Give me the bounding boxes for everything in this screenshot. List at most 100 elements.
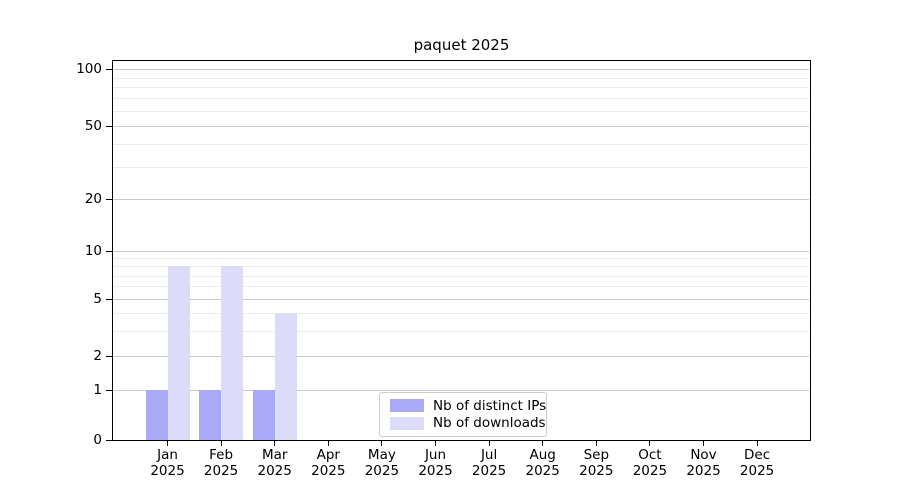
chart-title: paquet 2025 (413, 36, 510, 54)
y-gridline-minor (113, 77, 809, 79)
y-gridline-minor (113, 258, 809, 260)
y-gridline-major (113, 299, 809, 300)
x-tick-label: Oct 2025 (620, 447, 680, 479)
x-tick-year: 2025 (150, 463, 185, 479)
x-tick-month: Jul (480, 447, 498, 463)
y-tick-mark (106, 298, 113, 300)
x-tick-label: May 2025 (352, 447, 412, 479)
y-tick-label: 5 (93, 291, 102, 307)
legend-swatch-distinct-ips (390, 399, 424, 413)
y-tick-label: 2 (93, 348, 102, 364)
x-tick-year: 2025 (579, 463, 614, 479)
y-gridline-minor (113, 312, 809, 314)
x-tick-mark (488, 441, 490, 446)
x-tick-year: 2025 (686, 463, 721, 479)
x-tick-year: 2025 (471, 463, 507, 479)
y-tick-label: 100 (76, 61, 102, 77)
x-tick-month: Aug (529, 447, 556, 463)
bar-downloads (274, 312, 297, 440)
y-gridline-major (113, 356, 809, 357)
y-tick-label: 1 (93, 382, 102, 398)
legend-swatch-downloads (390, 416, 424, 430)
y-tick-label: 20 (84, 191, 102, 207)
y-tick-mark (106, 125, 113, 127)
y-gridline-minor (113, 166, 809, 168)
x-tick-year: 2025 (364, 463, 400, 479)
y-gridline-minor (113, 275, 809, 277)
x-tick-year: 2025 (739, 463, 775, 479)
bar-downloads (167, 266, 190, 440)
x-tick-label: Mar 2025 (245, 447, 305, 479)
x-tick-mark (435, 441, 436, 446)
y-gridline-minor (113, 330, 809, 332)
legend-item-distinct-ips: Nb of distinct IPs (390, 398, 546, 414)
y-gridline-minor (113, 111, 809, 112)
legend: Nb of distinct IPs Nb of downloads (379, 392, 547, 437)
y-gridline-minor (113, 286, 809, 288)
y-gridline-major (113, 126, 809, 127)
x-tick-mark (595, 441, 597, 446)
y-tick-mark (106, 355, 113, 357)
x-tick-mark (167, 441, 168, 446)
legend-item-downloads: Nb of downloads (390, 415, 546, 431)
x-tick-year: 2025 (311, 463, 346, 479)
legend-label-distinct-ips: Nb of distinct IPs (433, 397, 547, 414)
bar-downloads (221, 266, 244, 440)
x-tick-year: 2025 (632, 463, 668, 479)
y-tick-label: 10 (84, 243, 102, 259)
x-tick-month: Sep (583, 447, 610, 463)
x-tick-label: Jan 2025 (138, 447, 198, 479)
y-gridline-major (113, 251, 809, 252)
y-gridline-major (113, 69, 809, 70)
x-tick-month: Feb (209, 447, 234, 463)
x-tick-year: 2025 (418, 463, 453, 479)
x-tick-mark (327, 441, 329, 446)
x-tick-mark (381, 441, 383, 446)
x-tick-mark (274, 441, 276, 446)
x-tick-year: 2025 (257, 463, 292, 479)
y-gridline-minor (113, 143, 809, 145)
y-gridline-minor (113, 87, 809, 89)
y-gridline-major (113, 390, 809, 391)
x-tick-month: Apr (316, 447, 340, 463)
x-tick-month: Oct (638, 447, 662, 463)
x-tick-month: Nov (690, 447, 717, 463)
x-tick-label: Jun 2025 (406, 447, 466, 479)
x-tick-mark (649, 441, 651, 446)
legend-label-downloads: Nb of downloads (433, 415, 546, 432)
x-tick-label: Sep 2025 (566, 447, 626, 479)
x-tick-mark (542, 441, 544, 446)
x-tick-year: 2025 (203, 463, 239, 479)
x-tick-month: Mar (261, 447, 288, 463)
y-tick-mark (106, 198, 113, 200)
x-tick-year: 2025 (525, 463, 560, 479)
y-tick-label: 0 (93, 432, 102, 448)
x-tick-month: May (367, 447, 396, 463)
bar-distinct-ips (145, 390, 168, 440)
x-tick-month: Dec (744, 447, 771, 463)
x-tick-month: Jan (157, 447, 178, 463)
x-tick-mark (703, 441, 704, 446)
y-gridline-minor (113, 98, 809, 100)
y-tick-mark (106, 439, 113, 441)
x-tick-month: Jun (424, 447, 447, 463)
x-tick-label: Feb 2025 (191, 447, 251, 479)
y-tick-mark (106, 250, 113, 252)
y-tick-mark (106, 389, 113, 391)
y-gridline-minor (113, 266, 809, 268)
bar-distinct-ips (199, 390, 222, 440)
x-tick-mark (220, 441, 222, 446)
y-tick-mark (106, 68, 113, 70)
x-tick-label: Aug 2025 (513, 447, 573, 479)
bar-distinct-ips (252, 390, 275, 440)
x-tick-label: Jul 2025 (459, 447, 519, 479)
x-tick-label: Apr 2025 (298, 447, 358, 479)
x-tick-label: Nov 2025 (674, 447, 734, 479)
x-tick-label: Dec 2025 (727, 447, 787, 479)
x-tick-mark (756, 441, 758, 446)
y-tick-label: 50 (84, 118, 102, 134)
y-gridline-major (113, 199, 809, 200)
